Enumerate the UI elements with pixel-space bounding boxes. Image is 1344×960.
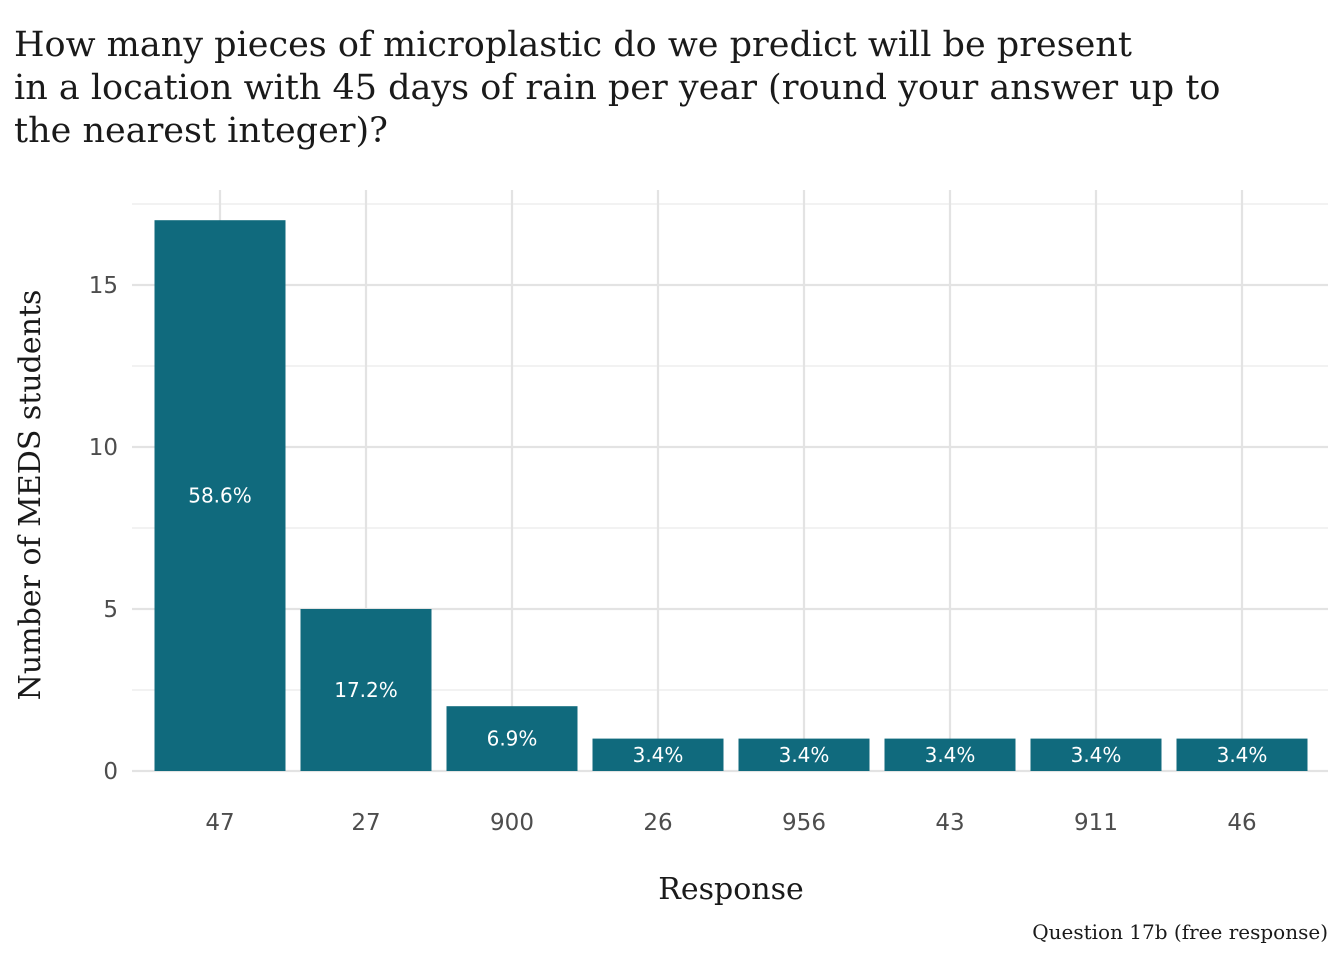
bar-label-956: 3.4% bbox=[779, 743, 830, 767]
x-tick-43: 43 bbox=[935, 810, 964, 836]
bar-900 bbox=[446, 706, 578, 771]
bar-label-900: 6.9% bbox=[487, 727, 538, 751]
bar-label-27: 17.2% bbox=[334, 678, 398, 702]
bar-26 bbox=[592, 738, 724, 771]
bar-911 bbox=[1030, 738, 1162, 771]
bar-43 bbox=[884, 738, 1016, 771]
y-tick-15: 15 bbox=[89, 273, 118, 299]
chart-title-line-2: in a location with 45 days of rain per y… bbox=[14, 68, 1220, 108]
x-axis-title: Response bbox=[658, 872, 803, 907]
chart-caption: Question 17b (free response) bbox=[1032, 920, 1328, 944]
x-tick-900: 900 bbox=[490, 810, 534, 836]
x-tick-47: 47 bbox=[205, 810, 234, 836]
x-tick-46: 46 bbox=[1227, 810, 1256, 836]
x-tick-26: 26 bbox=[643, 810, 672, 836]
bar-label-26: 3.4% bbox=[633, 743, 684, 767]
bar-labels-group: 58.6% 17.2% 6.9% 3.4% 3.4% 3.4% 3.4% 3.4% bbox=[188, 484, 1267, 767]
bar-27 bbox=[300, 609, 432, 771]
bar-label-911: 3.4% bbox=[1071, 743, 1122, 767]
chart-title-line-3: the nearest integer)? bbox=[14, 111, 388, 151]
chart-title-line-1: How many pieces of microplastic do we pr… bbox=[14, 25, 1132, 65]
x-tick-911: 911 bbox=[1074, 810, 1118, 836]
x-tick-labels: 47 27 900 26 956 43 911 46 bbox=[205, 810, 1256, 836]
x-tick-956: 956 bbox=[782, 810, 826, 836]
bar-label-46: 3.4% bbox=[1217, 743, 1268, 767]
x-tick-27: 27 bbox=[351, 810, 380, 836]
y-tick-0: 0 bbox=[103, 759, 118, 785]
bar-956 bbox=[738, 738, 870, 771]
bar-46 bbox=[1176, 738, 1308, 771]
bar-label-47: 58.6% bbox=[188, 484, 252, 508]
bar-label-43: 3.4% bbox=[925, 743, 976, 767]
y-tick-labels: 0 5 10 15 bbox=[89, 273, 118, 785]
y-tick-5: 5 bbox=[103, 597, 118, 623]
y-tick-10: 10 bbox=[89, 435, 118, 461]
bars-group bbox=[154, 220, 1308, 771]
y-axis-title: Number of MEDS students bbox=[13, 290, 48, 701]
bar-47 bbox=[154, 220, 286, 771]
